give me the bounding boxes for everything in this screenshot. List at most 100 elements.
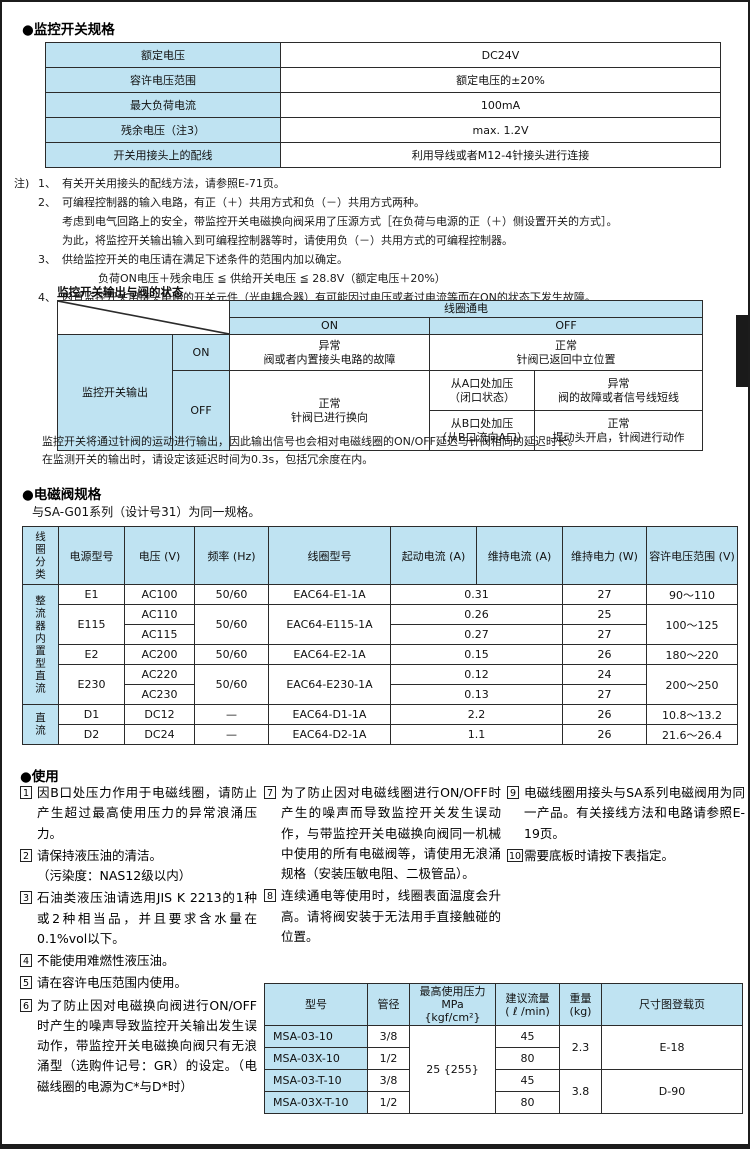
pressurize-b-label: 从B口处加压 （从B口流向A口） [429, 410, 535, 451]
table-row: 容许电压范围 额定电压的±20% [45, 67, 721, 93]
note-number: 4、 [38, 291, 56, 304]
cell: 50/60 [194, 644, 269, 665]
item-number: 5 [20, 976, 32, 990]
table-row: D2 DC24 — EAC64-D2-1A 1.1 26 21.6～26.4 [23, 724, 738, 745]
table-row: 从B口处加压 （从B口流向A口） 正常 提动头开启，针阀进行动作 [58, 410, 704, 451]
state-cell: 正常 针阀已返回中立位置 [428, 334, 704, 371]
header-text: ( ℓ /min) [505, 1004, 550, 1018]
note-number: 2、 [38, 196, 56, 209]
header-holding-current: 维持电流 (A) [476, 526, 563, 585]
item-text: 请保持液压油的清洁。 （污染度：NAS12级以内） [37, 847, 192, 883]
note-text: 为此，将监控开关输出输入到可编程控制器等时，请使用负（－）共用方式的可编程控制器… [62, 234, 513, 247]
state-cell: 正常 针阀已进行换向 [229, 370, 430, 451]
cell: 0.13 [390, 684, 563, 705]
state-text: 异常 [318, 338, 341, 352]
state-text: 异常 [607, 376, 630, 390]
cell: 25 [562, 604, 647, 625]
item-text: 请在容许电压范围内使用。 [37, 975, 188, 991]
table-row: OFF 正常 针阀已进行换向 从A口处加压 （闭口状态） 异常 阀的故障或者信号… [58, 370, 704, 451]
cell: 27 [562, 624, 647, 645]
header-coil-class: 线圈分类 [22, 526, 59, 585]
header-text: 最高使用压力 [419, 985, 486, 998]
cell: 10.8～13.2 [646, 704, 738, 725]
cell: AC100 [124, 584, 195, 605]
header-max-pressure: 最高使用压力 MPa {kgf/cm²} [409, 983, 496, 1026]
note-item: 2、 可编程控制器的输入电路，有正（＋）共用方式和负（－）共用方式两种。 考虑到… [38, 193, 706, 250]
cell: 80 [495, 1047, 560, 1070]
table-header-row: 型号 管径 最高使用压力 MPa {kgf/cm²} 建议流量 ( ℓ /min… [264, 983, 743, 1026]
cell: AC115 [124, 624, 195, 645]
state-cell: 异常 阀或者内置接头电路的故障 [229, 334, 430, 371]
cell: 0.27 [390, 624, 563, 645]
note-text: 在监测开关的输出时，请设定该延迟时间为0.3s，包括冗余度在内。 [42, 453, 374, 466]
state-text: 针阀已返回中立位置 [516, 352, 616, 366]
table-row: MSA-03X-T-10 1/2 80 [264, 1091, 743, 1114]
coil-off-header: OFF [428, 317, 704, 335]
weight-cell: 3.8 [559, 1069, 602, 1114]
spec-value: DC24V [280, 42, 721, 68]
group-text: 整流器内置型直流 [34, 594, 46, 695]
group-rectifier-dc: 整流器内置型直流 [22, 584, 59, 705]
cell: DC24 [124, 724, 195, 745]
table-row: 整流器内置型直流 E1 AC100 50/60 EAC64-E1-1A 0.31… [22, 584, 738, 705]
cell: 3/8 [367, 1025, 410, 1048]
section-title-usage: ●使用 [20, 769, 59, 785]
spec-label: 开关用接头上的配线 [45, 142, 281, 168]
header-text: 重量 [569, 991, 592, 1005]
usage-column-1: 1 因B口处压力作用于电磁线圈，请防止产生超过最高使用压力的异常浪涌压力。 2 … [20, 783, 257, 1099]
cell: — [194, 724, 269, 745]
usage-item: 9 电磁线圈用接头与SA系列电磁阀用为同一产品。有关接线方法和电路请参照E-19… [507, 783, 745, 844]
state-text: 正常 [555, 338, 577, 352]
coil-on-header: ON [229, 317, 430, 335]
pressurize-a-label: 从A口处加压 （闭口状态） [429, 370, 535, 411]
cell: 45 [495, 1025, 560, 1048]
page-ref-cell: E-18 [601, 1025, 743, 1070]
cell: AC220 [124, 664, 195, 685]
note-text: 有关开关用接头的配线方法，请参照E-71页。 [62, 177, 285, 190]
item-number: 4 [20, 954, 32, 967]
usage-item: 1 因B口处压力作用于电磁线圈，请防止产生超过最高使用压力的异常浪涌压力。 [20, 783, 257, 844]
note-text: 监控开关将通过针阀的运动进行输出，因此输出信号也会相对电磁线圈的ON/OFF延迟… [42, 435, 579, 448]
table-row: 线圈通电 [57, 300, 704, 335]
table-row: 监控开关输出 ON 异常 阀或者内置接头电路的故障 正常 针阀已返回中立位置 [57, 334, 704, 451]
cell: 24 [562, 664, 647, 685]
header-inrush-current: 起动电流 (A) [390, 526, 477, 585]
model-number: MSA-03-T-10 [264, 1069, 368, 1092]
state-text: 阀或者内置接头电路的故障 [263, 352, 396, 366]
cell: 2.2 [390, 704, 563, 725]
usage-item: 7 为了防止因对电磁线圈进行ON/OFF时产生的噪声而导致监控开关发生误动作，与… [264, 783, 501, 884]
cell: D2 [58, 724, 125, 745]
spec-value: max. 1.2V [280, 117, 721, 143]
item-number: 8 [264, 889, 276, 903]
table-row: 直流 D1 DC12 — EAC64-D1-1A 2.2 26 10.8～13.… [22, 704, 738, 745]
item-text: 为了防止因对电磁线圈进行ON/OFF时产生的噪声而导致监控开关发生误动作，与带监… [281, 785, 501, 881]
cell: 50/60 [194, 584, 269, 605]
table-row: E2 AC200 50/60 EAC64-E2-1A 0.15 26 180～2… [23, 644, 738, 665]
section-title-monitor-switch-spec: ●监控开关规格 [22, 22, 115, 38]
group-dc: 直流 [22, 704, 59, 745]
cell: EAC64-E230-1A [268, 664, 391, 705]
diagonal-header-cell [57, 300, 230, 335]
note-text: 可编程控制器的输入电路，有正（＋）共用方式和负（－）共用方式两种。 [62, 196, 425, 209]
note-item: 3、 供给监控开关的电压请在满足下述条件的范围内加以确定。 负荷ON电压＋残余电… [38, 250, 706, 288]
header-text: 建议流量 [505, 991, 550, 1005]
usage-column-2: 7 为了防止因对电磁线圈进行ON/OFF时产生的噪声而导致监控开关发生误动作，与… [264, 783, 501, 949]
table-row: 最大负荷电流 100mA [45, 92, 721, 118]
item-text: 连续通电等使用时，线圈表面温度会升高。请将阀安装于无法用手直接触碰的位置。 [281, 888, 501, 944]
state-text: 从B口处加压 [450, 416, 514, 430]
cell: 50/60 [194, 604, 269, 645]
spec-value: 额定电压的±20% [280, 67, 721, 93]
cell: 26 [562, 644, 647, 665]
cell: E1 [58, 584, 125, 605]
cell: 180～220 [646, 644, 738, 665]
item-number: 10 [507, 848, 524, 862]
cell: 200～250 [646, 664, 738, 705]
header-model: 型号 [264, 983, 368, 1026]
item-number: 6 [20, 998, 32, 1012]
state-text: 正常 [318, 396, 341, 410]
usage-column-3: 9 电磁线圈用接头与SA系列电磁阀用为同一产品。有关接线方法和电路请参照E-19… [507, 783, 745, 868]
header-voltage-range: 容许电压范围 (V) [646, 526, 738, 585]
state-text: 提动头开启，针阀进行动作 [552, 430, 685, 444]
cell: DC12 [124, 704, 195, 725]
